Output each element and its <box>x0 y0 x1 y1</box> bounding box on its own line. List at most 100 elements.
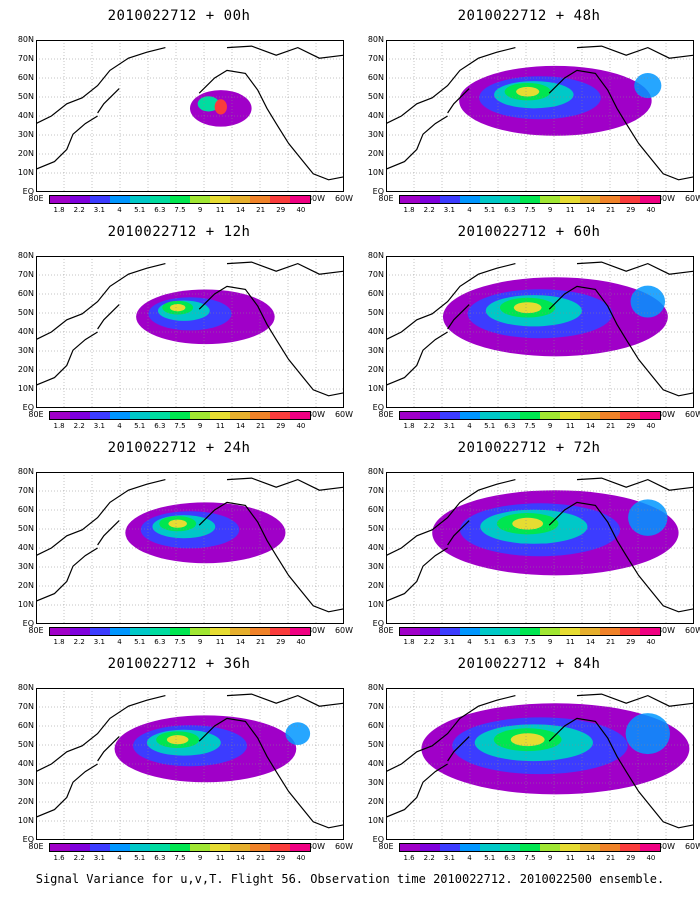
colorbar-label: 6.3 <box>504 854 516 862</box>
variance-map: 80N70N60N50N40N30N20N10NEQ80E100E120E140… <box>18 36 353 204</box>
colorbar-swatch <box>480 412 500 419</box>
colorbar-label: 40 <box>646 854 656 862</box>
colorbar-swatch <box>640 628 660 635</box>
colorbar-label: 2.2 <box>73 854 85 862</box>
colorbar-label: 7.5 <box>524 422 536 430</box>
latitude-label: 10N <box>17 168 34 177</box>
variance-region <box>197 96 220 112</box>
colorbar-label: 5.1 <box>134 422 146 430</box>
latitude-label: 20N <box>17 149 34 158</box>
longitude-label: 60W <box>684 842 700 851</box>
variance-map: 80N70N60N50N40N30N20N10NEQ80E100E120E140… <box>368 684 700 852</box>
coastline <box>226 477 345 491</box>
colorbar-swatch <box>210 628 230 635</box>
longitude-label: 80W <box>306 626 326 635</box>
colorbar-label: 21 <box>606 206 616 214</box>
coastline <box>548 717 695 829</box>
latitude-label: 10N <box>367 168 384 177</box>
panel-title: 2010022712 + 36h <box>107 656 251 672</box>
latitude-label: 80N <box>367 35 384 44</box>
colorbar-swatch <box>580 196 600 203</box>
latitude-label: 30N <box>367 346 384 355</box>
colorbar-swatch <box>270 412 290 419</box>
colorbar-label: 2.2 <box>423 422 435 430</box>
colorbar-swatch <box>480 196 500 203</box>
longitude-label: 60W <box>334 842 354 851</box>
latitude-label: 80N <box>17 251 34 260</box>
colorbar-label: 3.1 <box>93 206 105 214</box>
colorbar-swatch <box>600 844 620 851</box>
coastline <box>35 547 98 602</box>
colorbar-swatch <box>190 628 210 635</box>
colorbar-swatch <box>540 412 560 419</box>
latitude-label: 50N <box>17 308 34 317</box>
colorbar-label: 29 <box>626 206 636 214</box>
latitude-label: EQ <box>372 619 384 628</box>
map-panel-p84: 2010022712 + 84h 80N 70N 60N 50N 40N 30N 20N 10N… <box>364 648 700 863</box>
latitude-label: EQ <box>372 187 384 196</box>
colorbar-swatch <box>150 628 170 635</box>
panel-title: 2010022712 + 60h <box>457 224 601 240</box>
coastline <box>548 285 695 397</box>
coastline <box>97 736 120 762</box>
latitude-label: 20N <box>17 581 34 590</box>
colorbar-label: 7.5 <box>174 638 186 646</box>
colorbar-swatch <box>500 196 520 203</box>
colorbar-swatch <box>70 196 90 203</box>
variance-region <box>169 304 186 312</box>
variance-region <box>630 285 666 318</box>
colorbar-label: 14 <box>235 854 245 862</box>
colorbar-label: 9 <box>547 206 553 214</box>
colorbar-label: 1.8 <box>53 206 65 214</box>
latitude-label: 30N <box>17 130 34 139</box>
colorbar-swatch <box>130 196 150 203</box>
coastline <box>97 88 120 114</box>
colorbar-swatch <box>540 196 560 203</box>
colorbar-label: 6.3 <box>154 638 166 646</box>
map-canvas <box>385 688 695 840</box>
colorbar-label: 3.1 <box>443 854 455 862</box>
latitude-label: 60N <box>367 73 384 82</box>
variance-map: 80N70N60N50N40N30N20N10NEQ80E100E120E140… <box>18 684 353 852</box>
variance-region <box>166 735 189 745</box>
longitude-label: 80W <box>656 626 676 635</box>
colorbar: 1.8 2.2 3.1 4 5.1 6.3 7.5 9 11 14 21 29 40 <box>49 627 311 647</box>
colorbar-swatch <box>580 844 600 851</box>
variance-region <box>285 722 311 745</box>
colorbar-swatch <box>110 412 130 419</box>
colorbar-label: 7.5 <box>174 422 186 430</box>
colorbar-swatch <box>250 844 270 851</box>
colorbar-label: 5.1 <box>134 206 146 214</box>
colorbar-swatch <box>290 844 310 851</box>
latitude-label: 50N <box>367 308 384 317</box>
colorbar-swatch <box>70 628 90 635</box>
colorbar-label: 21 <box>256 638 266 646</box>
colorbar-label: 21 <box>256 422 266 430</box>
map-panel-p48: 2010022712 + 48h 80N 70N 60N 50N 40N 30N 20N 10N… <box>364 0 700 215</box>
latitude-label: 10N <box>17 384 34 393</box>
colorbar-swatch <box>90 628 110 635</box>
panel-title: 2010022712 + 84h <box>457 656 601 672</box>
longitude-label: 80E <box>378 626 394 635</box>
coastline <box>576 261 695 275</box>
colorbar-swatch <box>50 628 70 635</box>
colorbar-swatch <box>190 412 210 419</box>
colorbar-label: 14 <box>585 854 595 862</box>
coastline <box>198 717 345 829</box>
colorbar-swatch <box>70 412 90 419</box>
latitude-label: 70N <box>367 702 384 711</box>
colorbar-swatch <box>290 412 310 419</box>
latitude-label: 60N <box>367 721 384 730</box>
coastline <box>447 88 470 114</box>
colorbar: 1.8 2.2 3.1 4 5.1 6.3 7.5 9 11 14 21 29 40 <box>49 411 311 431</box>
colorbar-swatch <box>520 844 540 851</box>
latitude-label: 70N <box>17 486 34 495</box>
colorbar-label: 29 <box>626 854 636 862</box>
colorbar-swatch <box>520 196 540 203</box>
colorbar-label: 4 <box>467 422 472 430</box>
longitude-label: 80W <box>306 194 326 203</box>
longitude-label: 60W <box>334 410 354 419</box>
colorbar-label: 6.3 <box>504 206 516 214</box>
colorbar-swatch <box>230 412 250 419</box>
colorbar-label: 11 <box>215 638 225 646</box>
